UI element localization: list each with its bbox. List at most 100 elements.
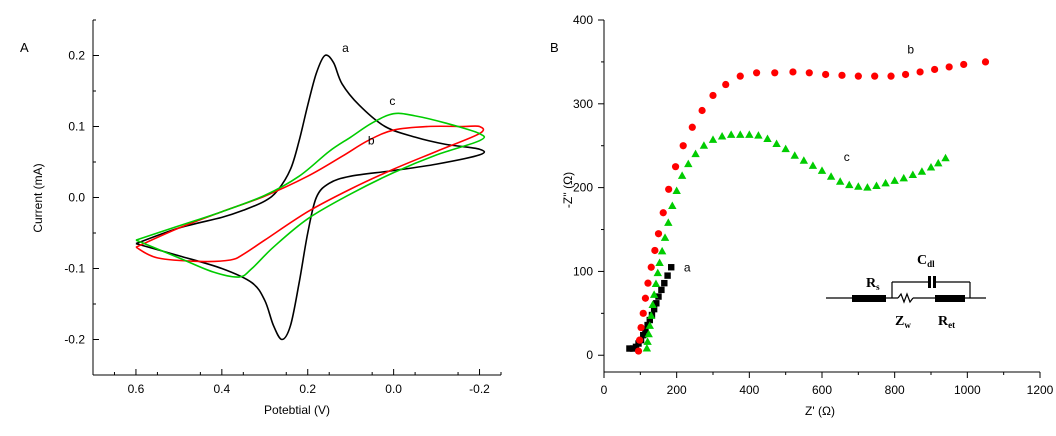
panel-b-point-b [654,230,663,238]
panel-a-curve-b [135,125,485,263]
panel-b-point-c [872,181,881,189]
panel-b-point-b [636,336,644,344]
panel-b-point-c [772,139,781,148]
panel-b-point-a [646,316,653,324]
panel-b-point-c [781,144,790,153]
panel-b-point-c [863,183,872,191]
panel-b-x-ticks: 0 200 400 600 800 1000 1200 [601,372,1054,397]
panel-b-point-b [679,142,687,150]
panel-b-point-c [845,180,854,189]
panel-b-point-c [926,163,936,171]
panel-b-point-c [941,153,950,162]
panel-b-point-b [805,69,813,77]
panel-a-curves [135,54,486,341]
panel-b-point-c [708,135,718,143]
panel-b-y-tick-label: 400 [573,13,593,27]
panel-a-curve-c [135,112,486,278]
panel-b-point-b [931,65,939,74]
panel-a-y-ticks: -0.2 -0.1 0.0 0.1 0.2 [64,19,99,376]
panel-a-x-tick-label: 0.6 [128,382,145,396]
panel-b-point-b [639,309,647,317]
panel-b-curve-label-c: c [844,150,850,164]
panel-b-point-c [826,172,836,180]
panel-b-point-b [651,246,659,255]
panel-b-point-b [736,72,744,80]
panel-a-x-tick-label: -0.2 [469,382,490,396]
panel-b-y-tick-label: 300 [573,97,593,111]
panel-b-point-b [901,70,910,79]
panel-b-series-c [642,130,950,352]
panel-a-curve-a [135,54,486,341]
panel-b-point-c [899,173,908,182]
circuit-label-cdl: Cdl [917,253,935,269]
panel-b-point-a [658,286,665,294]
circuit-capacitor-plate-1 [928,276,931,288]
panel-a-y-tick-label: 0.0 [68,191,85,205]
panel-b-point-a [642,326,649,334]
panel-b-point-c [660,233,670,241]
circuit-resistor-rs [852,295,886,302]
panel-b-point-b [698,106,706,115]
panel-b-point-b [641,294,650,302]
panel-b-point-c [917,167,927,175]
panel-b-series-b [634,58,990,355]
panel-b-point-c [642,344,652,352]
panel-b-point-a [650,305,658,313]
panel-b-point-a [644,321,651,329]
panel-b-point-b [647,263,655,271]
panel-b-point-b [789,68,797,76]
panel-b-x-tick-label: 1200 [1027,383,1054,397]
panel-b-point-c [691,149,700,158]
panel-b-point-c [684,159,693,168]
panel-b-point-b [644,279,652,287]
panel-a-x-tick-label: 0.4 [213,382,230,396]
panel-b-point-c [736,130,745,138]
panel-b-x-tick-label: 400 [739,383,759,397]
panel-b-point-c [881,178,890,187]
panel-b-point-b [637,323,645,332]
panel-b-point-b [838,71,846,79]
panel-b-x-tick-label: 1000 [954,383,981,397]
panel-a-y-tick-label: 0.2 [68,49,85,63]
panel-a-y-axis-title: Current (mA) [31,163,45,232]
panel-b-point-c [653,268,662,277]
panel-b-point-c [726,130,736,138]
panel-b-point-c [645,321,654,329]
panel-b-point-b [887,72,895,80]
panel-b-y-tick-label: 100 [573,264,593,278]
panel-b-point-c [908,170,918,179]
panel-b-point-a [661,279,668,287]
panel-b-point-c [672,186,681,194]
panel-a-y-tick-label: -0.2 [64,333,85,347]
panel-b-point-b [945,63,953,71]
panel-a-curve-label-b: b [368,133,375,147]
panel-a-x-ticks: 0.6 0.4 0.2 0.0 -0.2 [113,369,502,396]
panel-b-point-c [644,329,653,338]
panel-a-curve-label-a: a [342,41,349,55]
panel-a-x-tick-label: 0.0 [385,382,402,396]
panel-b-points [626,58,990,355]
panel-b-y-tick-label: 200 [573,181,593,195]
panel-b-point-c [717,131,727,140]
panel-b-point-c [677,171,687,179]
panel-b-point-c [643,337,652,345]
panel-b-point-c [817,166,827,174]
panel-b-point-b [771,69,779,77]
panel-b-point-b [671,163,680,171]
panel-a-curve-label-c: c [389,94,395,108]
panel-b-point-c [668,201,677,210]
panel-b-point-b [960,60,968,69]
panel-a-y-tick-label: -0.1 [64,262,85,276]
panel-b-point-a [664,272,671,279]
panel-b-point-b [665,185,673,193]
panel-b-label: B [550,40,559,55]
panel-a-label: A [20,40,29,55]
panel-b-point-c [745,130,754,138]
panel-b-curve-label-b: b [907,43,914,57]
panel-b-y-tick-label: 0 [586,348,593,362]
panel-b-point-c [699,141,709,149]
panel-b-curve-labels: b c a [684,43,914,275]
panel-b-point-a [655,293,662,300]
panel-a-curve-labels: a c b [342,41,395,147]
